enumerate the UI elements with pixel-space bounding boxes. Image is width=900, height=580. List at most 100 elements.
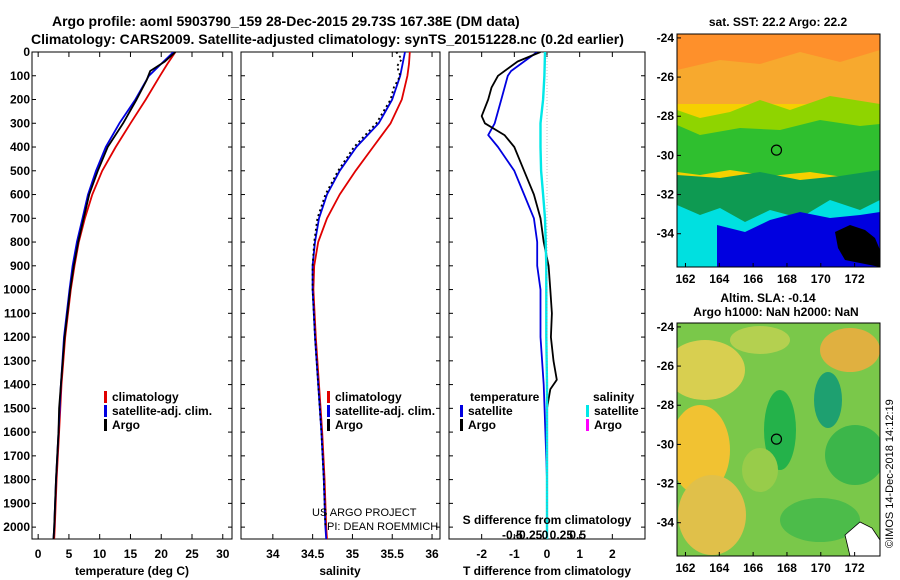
- sst-map-ticks: 162 164 166 168 170 172 -24 -26 -28 -30 -32 -34: [657, 31, 865, 286]
- legend-title-salinity: salinity: [593, 390, 635, 404]
- legend-label-climatology: climatology: [335, 390, 402, 404]
- temperature-xlabel: temperature (deg C): [75, 564, 189, 578]
- lat-tick-label: -30: [657, 437, 675, 451]
- sla-map-panel: Altim. SLA: -0.14 Argo h1000: NaN h2000:…: [657, 291, 881, 575]
- legend-swatch-argo: [327, 419, 330, 431]
- figure-title-line1: Argo profile: aoml 5903790_159 28-Dec-20…: [52, 13, 520, 29]
- legend-swatch-temp-satellite: [460, 405, 463, 417]
- depth-tick-label: 100: [10, 69, 30, 83]
- depth-tick-label: 800: [10, 235, 30, 249]
- x-tick-label: 10: [93, 547, 107, 561]
- depth-tick-label: 1700: [3, 449, 30, 463]
- lon-tick-label: 166: [743, 272, 763, 286]
- sla-map-ticks: 162 164 166 168 170 172 -24 -26 -28 -30 -32 -34: [657, 320, 865, 575]
- lon-tick-label: 162: [675, 561, 695, 575]
- lon-tick-label: 170: [811, 561, 831, 575]
- s-tick-label: 0: [542, 528, 549, 542]
- x-tick-label: 30: [216, 547, 230, 561]
- depth-tick-label: 0: [23, 45, 30, 59]
- lon-tick-label: 170: [811, 272, 831, 286]
- lat-tick-label: -32: [657, 188, 675, 202]
- legend-swatch-argo: [104, 419, 107, 431]
- x-tick-label: -1: [509, 547, 520, 561]
- depth-tick-label: 1400: [3, 378, 30, 392]
- legend-swatch-temp-argo: [460, 419, 463, 431]
- legend-label-satellite: satellite-adj. clim.: [112, 404, 212, 418]
- depth-tick-label: 900: [10, 259, 30, 273]
- depth-tick-label: 1200: [3, 330, 30, 344]
- legend-label-temp-argo: Argo: [468, 418, 496, 432]
- imos-timestamp: ©IMOS 14-Dec-2018 14:12:19: [884, 399, 896, 548]
- legend-label-climatology: climatology: [112, 390, 179, 404]
- s-difference-label: S difference from climatology: [463, 513, 632, 527]
- sla-map-field: [677, 323, 880, 556]
- x-tick-label: 2: [609, 547, 616, 561]
- depth-tick-label: 600: [10, 188, 30, 202]
- sst-map-title: sat. SST: 22.2 Argo: 22.2: [709, 15, 848, 29]
- sla-map-subtitle: Argo h1000: NaN h2000: NaN: [693, 305, 858, 319]
- salinity-panel: 34 34.5 35 35.5 36 salinity climatology sate…: [240, 51, 441, 578]
- x-tick-label: 0: [35, 547, 42, 561]
- lon-tick-label: 164: [709, 561, 729, 575]
- lon-tick-label: 168: [777, 561, 797, 575]
- series-line-temperature-satellite: [487, 52, 548, 539]
- depth-tick-label: 1600: [3, 425, 30, 439]
- s-difference-tick-labels: -0.5-0.25 0 0.250.5: [502, 528, 586, 542]
- sla-map-frame: [676, 322, 881, 557]
- depth-tick-label: 400: [10, 140, 30, 154]
- x-tick-label: -2: [476, 547, 487, 561]
- series-line-salinity-satellite: [539, 52, 549, 539]
- t-difference-xlabel: T difference from climatology: [463, 564, 631, 578]
- depth-tick-label: 200: [10, 93, 30, 107]
- difference-lines: [480, 52, 558, 539]
- depth-tick-label: 1100: [4, 306, 30, 320]
- difference-panel: -2 -1 0 1 2 S difference from climatology -0…: [448, 51, 646, 578]
- x-tick-label: 35.5: [381, 547, 405, 561]
- lat-tick-label: -32: [657, 477, 675, 491]
- x-tick-label: 34.5: [301, 547, 325, 561]
- figure-title-line2: Climatology: CARS2009. Satellite-adjuste…: [31, 31, 624, 47]
- x-tick-label: 0: [544, 547, 551, 561]
- legend-title-temperature: temperature: [470, 390, 540, 404]
- temperature-plot-frame: [31, 51, 233, 540]
- sst-map-field: [677, 34, 880, 267]
- float-position-marker: [770, 433, 783, 445]
- lon-tick-label: 172: [845, 561, 865, 575]
- legend-swatch-sal-argo: [586, 419, 589, 431]
- x-tick-label: 15: [124, 547, 138, 561]
- x-tick-label: 1: [576, 547, 583, 561]
- temperature-legend: climatology satellite-adj. clim. Argo: [104, 390, 212, 432]
- legend-label-satellite: satellite-adj. clim.: [335, 404, 435, 418]
- s-tick-label: -0.25: [515, 528, 543, 542]
- difference-ticks: -2 -1 0 1 2: [449, 51, 645, 561]
- lon-tick-label: 172: [845, 272, 865, 286]
- sst-map-panel: sat. SST: 22.2 Argo: 22.2 162 164 166 168 17…: [657, 15, 881, 286]
- lat-tick-label: -28: [657, 398, 675, 412]
- s-tick-label: 0.25: [550, 528, 574, 542]
- legend-label-sal-satellite: satellite: [594, 404, 639, 418]
- s-tick-label: 0.5: [569, 528, 586, 542]
- depth-tick-label: 1900: [3, 496, 30, 510]
- lat-tick-label: -26: [657, 359, 675, 373]
- series-line-argo: [311, 52, 403, 528]
- depth-tick-label: 500: [10, 164, 30, 178]
- lat-tick-label: -34: [657, 227, 675, 241]
- credit-project: US ARGO PROJECT: [312, 507, 417, 519]
- depth-tick-label: 1000: [3, 283, 30, 297]
- legend-label-argo: Argo: [112, 418, 140, 432]
- salinity-xlabel: salinity: [319, 564, 361, 578]
- salinity-plot-frame: [240, 51, 441, 540]
- x-tick-label: 35: [346, 547, 360, 561]
- lon-tick-label: 164: [709, 272, 729, 286]
- legend-swatch-climatology: [327, 391, 330, 403]
- lat-tick-label: -34: [657, 516, 675, 530]
- s-tick-label: -0.5: [502, 528, 523, 542]
- x-tick-label: 25: [185, 547, 199, 561]
- lon-tick-label: 166: [743, 561, 763, 575]
- temperature-lines: [52, 52, 177, 539]
- difference-legend: temperature satellite Argo salinity sate…: [460, 390, 639, 432]
- depth-axis-labels: 0 100 200 300 400 500 600 700 800 900 1000 1100 1200…: [3, 45, 30, 534]
- lon-tick-label: 162: [675, 272, 695, 286]
- sst-map-frame: [676, 33, 881, 268]
